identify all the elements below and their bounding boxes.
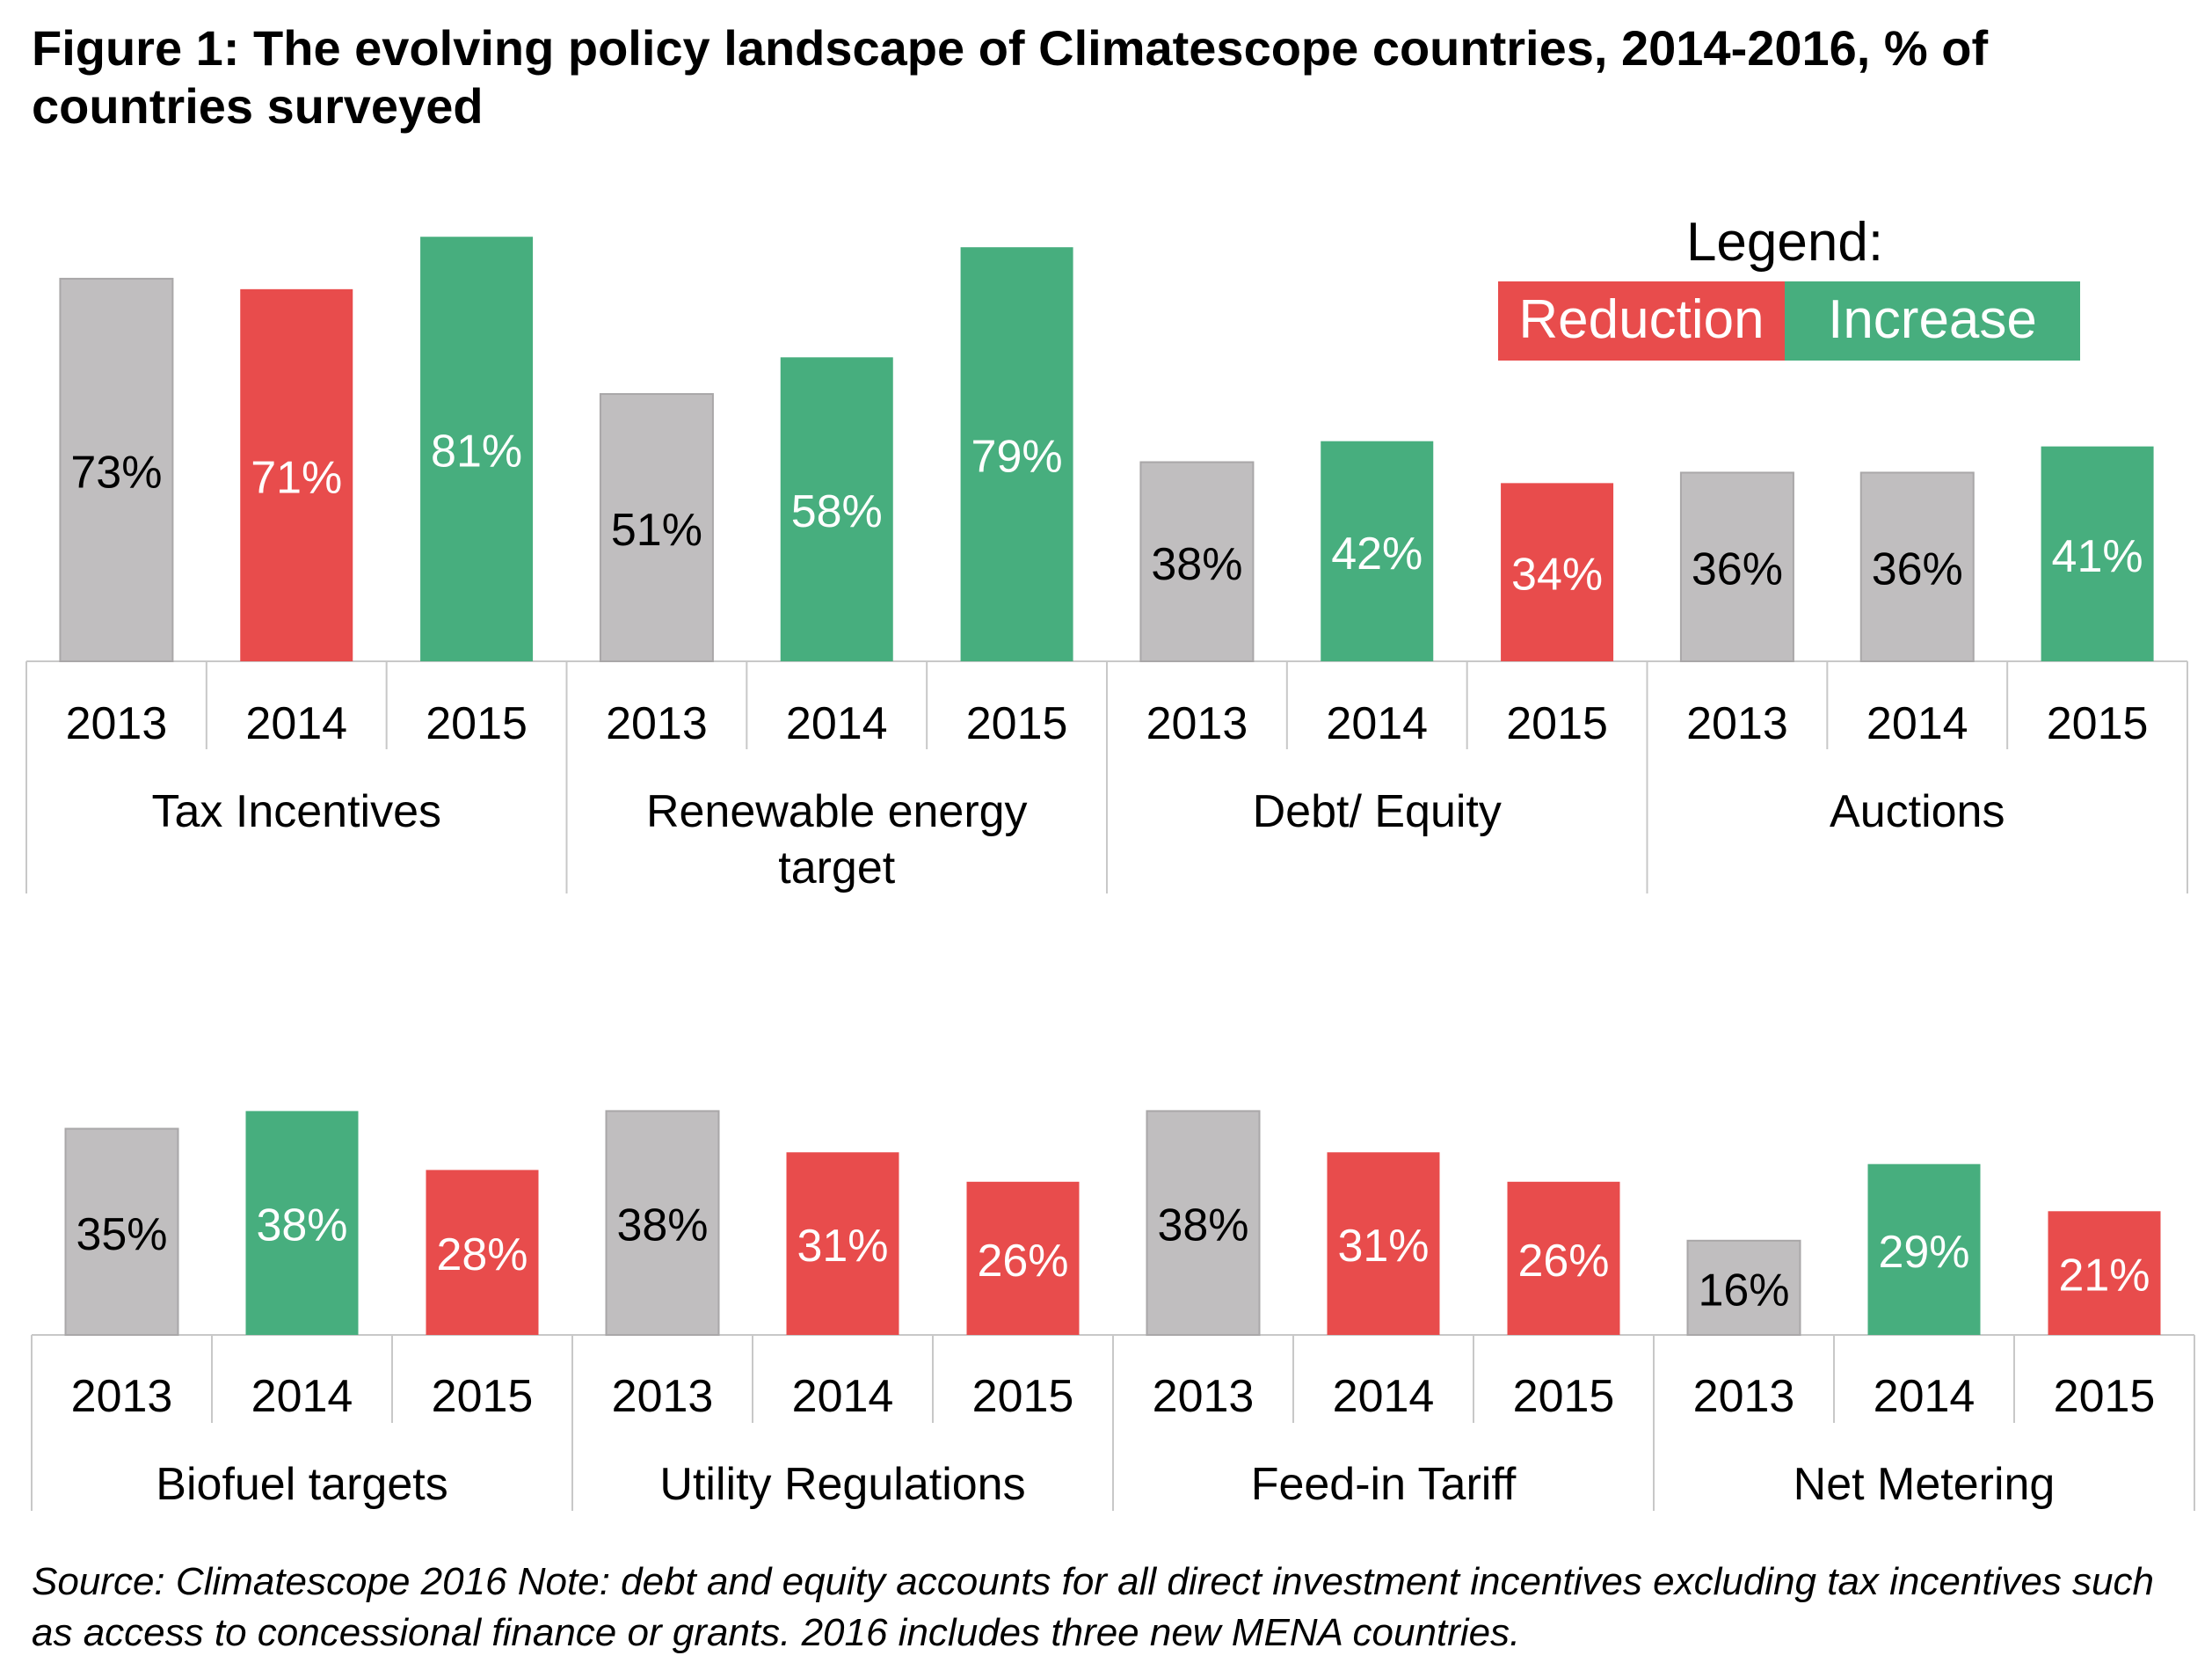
bar-debt-equity-2013 [1139,461,1255,663]
year-tick-label: 2013 [1146,698,1248,749]
source-note: Source: Climatescope 2016 Note: debt and… [32,1560,2154,1654]
bar-utility-regulations-2014 [786,1152,899,1335]
year-tick-label: 2015 [2054,1371,2156,1422]
bar-tax-incentives-2014 [240,288,353,661]
data-label: 38% [1157,1200,1248,1251]
bar-biofuel-targets-2013 [64,1127,179,1336]
legend-swatch-reduction [1498,281,1785,361]
category-label: Renewable energy [646,786,1028,837]
year-tick-label: 2014 [1866,698,1968,749]
data-label: 34% [1511,550,1603,601]
data-label: 41% [2052,531,2143,582]
data-label: 28% [436,1229,528,1280]
panel-top: 73% 2013 71% 2014 81% 2015 Tax Incentives 51% 20… [25,237,2188,893]
legend-label-increase: Increase [1828,289,2037,350]
data-label: 38% [1151,539,1242,590]
data-label: 38% [616,1200,708,1251]
bar-debt-equity-2015 [1501,483,1614,661]
year-tick-label: 2013 [606,698,708,749]
bar-utility-regulations-2013 [605,1110,720,1337]
legend-label-reduction: Reduction [1518,289,1764,350]
category-label: Debt/ Equity [1253,786,1502,837]
year-tick-label: 2015 [426,698,528,749]
bar-renewable-energy-target-2014 [780,357,893,661]
year-tick-label: 2014 [786,698,888,749]
data-label: 35% [76,1209,167,1260]
category-label: Auctions [1830,786,2005,837]
data-label: 31% [1337,1221,1429,1272]
data-label: 79% [971,432,1063,483]
data-label: 26% [977,1236,1068,1287]
year-tick-label: 2015 [1513,1371,1615,1422]
bar-biofuel-targets-2014 [245,1111,359,1335]
data-label: 36% [1692,544,1783,595]
year-tick-label: 2014 [251,1371,353,1422]
data-label: 16% [1698,1265,1789,1316]
year-tick-label: 2013 [1686,698,1788,749]
year-tick-label: 2013 [1153,1371,1255,1422]
data-label: 51% [611,505,702,556]
category-label: Biofuel targets [156,1459,447,1510]
legend: Legend: Reduction Increase [1498,212,2080,361]
year-tick-label: 2013 [71,1371,173,1422]
data-label: 26% [1517,1236,1609,1287]
data-label: 21% [2058,1251,2150,1302]
data-label: 58% [791,486,883,537]
bar-feed-in-tariff-2013 [1146,1110,1261,1337]
category-label: target [778,842,896,893]
bar-feed-in-tariff-2014 [1327,1152,1440,1335]
legend-swatch-increase [1785,281,2080,361]
category-label: Tax Incentives [152,786,442,837]
year-tick-label: 2015 [972,1371,1074,1422]
bar-renewable-energy-target-2013 [599,393,714,662]
data-label: 29% [1878,1227,1969,1278]
bar-biofuel-targets-2015 [426,1170,539,1335]
bar-feed-in-tariff-2015 [1507,1181,1620,1335]
year-tick-label: 2015 [432,1371,534,1422]
data-label: 36% [1872,544,1963,595]
category-label: Utility Regulations [659,1459,1025,1510]
year-tick-label: 2015 [966,698,1068,749]
year-tick-label: 2013 [612,1371,714,1422]
year-tick-label: 2015 [1506,698,1608,749]
bar-auctions-2014 [1859,471,1975,662]
year-tick-label: 2014 [792,1371,894,1422]
year-tick-label: 2014 [1326,698,1428,749]
bar-auctions-2013 [1679,471,1794,662]
category-label: Feed-in Tariff [1251,1459,1517,1510]
data-label: 71% [251,452,342,503]
data-label: 38% [256,1200,347,1251]
bar-net-metering-2015 [2048,1211,2161,1335]
data-label: 31% [797,1221,888,1272]
bar-auctions-2015 [2041,446,2154,661]
bar-utility-regulations-2015 [966,1181,1080,1335]
bar-renewable-energy-target-2015 [960,247,1073,661]
year-tick-label: 2014 [245,698,347,749]
bar-debt-equity-2014 [1321,441,1434,661]
year-tick-label: 2013 [66,698,168,749]
legend-title: Legend: [1686,212,1883,273]
policy-bar-charts: 73% 2013 71% 2014 81% 2015 Tax Incentives 51% 20… [25,212,2195,1511]
bar-net-metering-2014 [1867,1163,1981,1335]
data-label: 73% [70,447,162,498]
figure-title: Figure 1: The evolving policy landscape … [32,20,1989,134]
panel-bottom: 35% 2013 38% 2014 28% 2015 Biofuel targets 38% 2… [31,1110,2195,1511]
bar-net-metering-2013 [1686,1239,1801,1337]
year-tick-label: 2013 [1693,1371,1795,1422]
year-tick-label: 2015 [2047,698,2149,749]
data-label: 42% [1331,529,1423,580]
data-label: 81% [431,427,522,478]
year-tick-label: 2014 [1333,1371,1435,1422]
year-tick-label: 2014 [1874,1371,1976,1422]
bar-tax-incentives-2015 [420,237,534,661]
category-label: Net Metering [1794,1459,2056,1510]
bar-tax-incentives-2013 [59,277,174,662]
